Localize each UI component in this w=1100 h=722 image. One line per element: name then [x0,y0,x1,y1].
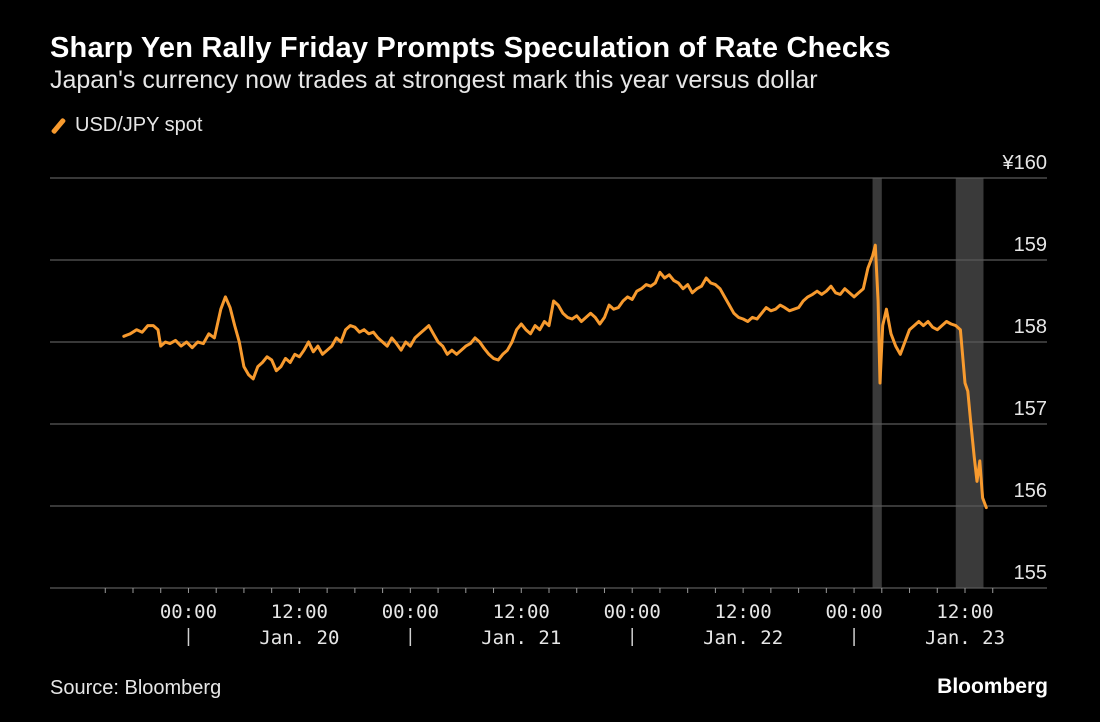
x-tick-label-1: 00:00 [160,601,217,623]
x-tick-label-6: 12:00 [715,601,772,623]
x-tick-label-5: 00:00 [604,601,661,623]
x-tick-label-4: 12:00 [493,601,550,623]
series-line-1 [122,243,988,510]
x-tick-label-7: 00:00 [825,601,882,623]
gridlines [50,177,1047,589]
date-label-1: Jan. 20 [259,627,339,649]
x-tick-label-8: 12:00 [936,601,993,623]
x-tick-label-3: 00:00 [382,601,439,623]
chart-subtitle: Japan's currency now trades at strongest… [50,66,818,94]
y-tick-label-156: 156 [1014,480,1047,502]
y-tick-label-157: 157 [1014,398,1047,420]
y-axis-ticks: ¥160 159 158 157 156 155 [1002,152,1048,584]
legend: USD/JPY spot [50,114,203,137]
x-tick-label-2: 12:00 [271,601,328,623]
source-note: Source: Bloomberg [50,677,222,699]
shaded-regions [872,178,984,588]
shaded-region-1 [872,178,882,588]
date-label-4: Jan. 23 [925,627,1005,649]
chart-title: Sharp Yen Rally Friday Prompts Speculati… [50,32,891,64]
date-label-2: Jan. 21 [481,627,561,649]
date-label-3: Jan. 22 [703,627,783,649]
shaded-region-2 [955,178,984,588]
series-layer [122,243,988,510]
brand-logo: Bloomberg [937,675,1048,698]
y-tick-label-159: 159 [1014,234,1047,256]
y-tick-label-155: 155 [1014,562,1047,584]
legend-label: USD/JPY spot [75,114,203,136]
y-tick-label-160: ¥160 [1002,152,1048,174]
y-tick-label-158: 158 [1014,316,1047,338]
x-axis: 00:00 12:00 00:00 12:00 00:00 12:00 00:00 12:00… [104,588,1005,649]
